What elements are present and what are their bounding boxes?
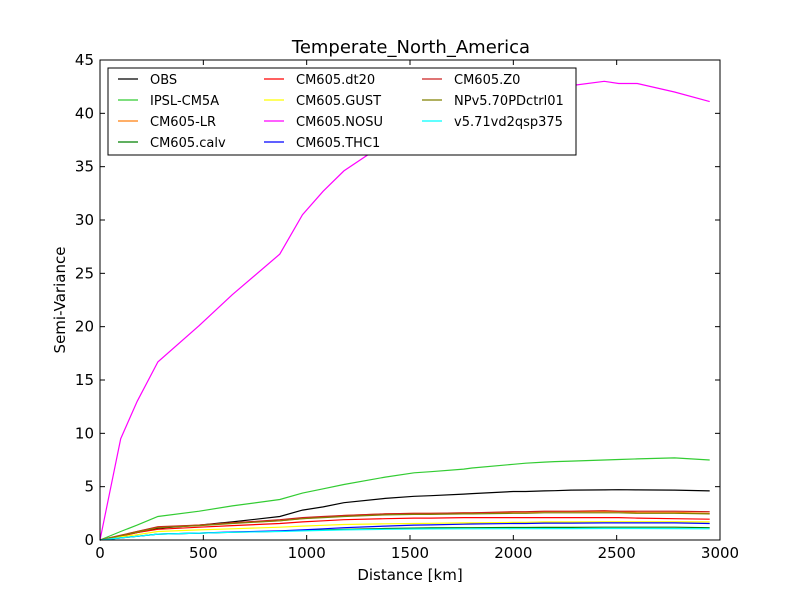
x-tick-label: 3000 (701, 544, 739, 562)
x-tick-label: 500 (189, 544, 218, 562)
y-tick-label: 10 (75, 424, 94, 442)
y-tick-label: 30 (75, 211, 94, 229)
x-tick-label: 0 (95, 544, 105, 562)
series-line-10 (99, 527, 710, 541)
x-tick-label: 2500 (598, 544, 636, 562)
series-lines (99, 80, 710, 541)
y-tick-label: 25 (75, 264, 94, 282)
y-tick-label: 45 (75, 51, 94, 69)
y-tick-label: 0 (84, 531, 94, 549)
y-tick-label: 20 (75, 318, 94, 336)
x-axis-label: Distance [km] (357, 566, 462, 584)
legend-label-3: CM605.calv (150, 136, 226, 151)
y-tick-label: 40 (75, 104, 94, 122)
series-line-4 (99, 516, 710, 541)
legend-frame (107, 67, 577, 156)
x-axis: 0 500 1000 1500 2000 2500 3000 (95, 60, 739, 562)
y-axis-label: Semi-Variance (51, 247, 69, 354)
legend-label-9: NPv5.70PDctrl01 (454, 94, 564, 109)
y-tick-label: 5 (84, 478, 94, 496)
series-line-9 (99, 512, 710, 541)
legend-label-8: CM605.Z0 (454, 73, 520, 88)
legend-label-5: CM605.GUST (296, 94, 381, 109)
legend-label-2: CM605-LR (150, 115, 216, 130)
x-tick-label: 2000 (494, 544, 532, 562)
y-tick-label: 15 (75, 371, 94, 389)
legend-label-10: v5.71vd2qsp375 (454, 115, 563, 130)
x-tick-label: 1000 (288, 544, 326, 562)
x-tick-label: 1500 (391, 544, 429, 562)
legend-label-7: CM605.THC1 (296, 136, 380, 151)
chart-title: Temperate_North_America (291, 37, 530, 58)
legend-label-0: OBS (150, 73, 177, 88)
legend: OBS IPSL-CM5A CM605-LR CM605.calv CM605.dt20… (107, 67, 577, 156)
y-tick-label: 35 (75, 158, 94, 176)
legend-label-1: IPSL-CM5A (150, 94, 219, 109)
legend-label-6: CM605.NOSU (296, 115, 383, 130)
series-line-5 (99, 521, 710, 541)
y-axis: 0 5 10 15 20 25 30 35 40 45 (75, 51, 720, 549)
series-line-1 (99, 457, 710, 541)
legend-label-4: CM605.dt20 (296, 73, 375, 88)
